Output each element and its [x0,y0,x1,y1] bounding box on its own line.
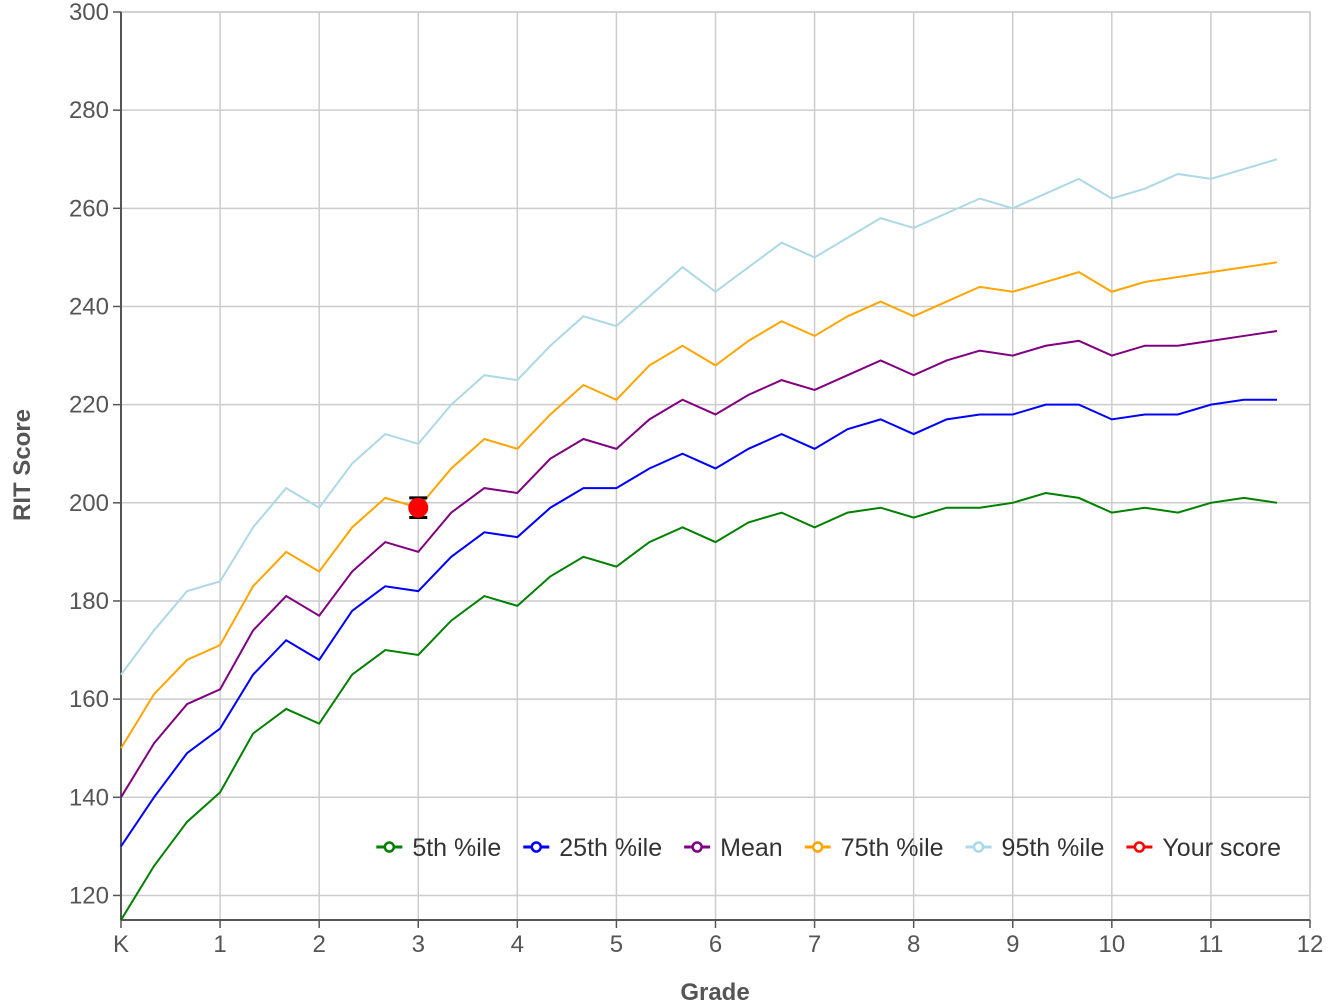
y-tick-label: 200 [69,490,109,517]
legend-item-2[interactable]: Mean [684,834,783,862]
legend-item-5[interactable]: Your score [1126,834,1281,862]
x-tick-label: 6 [709,931,722,958]
y-axis-title: RIT Score [9,409,36,521]
y-tick-label: 180 [69,588,109,615]
x-tick-label: 4 [511,931,524,958]
legend-label: Your score [1162,834,1281,862]
legend-label: 95th %ile [1002,834,1105,862]
legend-swatch-marker [811,841,824,853]
y-tick-label: 140 [69,784,109,811]
grid [120,11,1311,921]
legend-swatch-marker [972,841,985,853]
legend-swatch-marker [691,841,703,853]
x-tick-label: 11 [1198,931,1223,958]
x-tick-label: 7 [808,931,821,958]
legend-label: 75th %ile [841,834,944,862]
x-tick-label: 1 [213,931,226,958]
legend-item-3[interactable]: 75th %ile [804,834,944,862]
y-tick-label: 240 [69,293,109,320]
legend-label: 5th %ile [412,834,501,862]
legend-swatch-marker [530,841,543,853]
series-line-1 [120,398,1278,847]
your-score-point[interactable] [408,497,429,518]
y-tick-label: 280 [69,97,109,124]
x-tick-label: 2 [312,931,325,958]
legend-item-4[interactable]: 95th %ile [965,834,1105,862]
x-tick-label: 5 [610,931,623,958]
series-line-4 [120,158,1278,676]
x-tick-label: 12 [1297,931,1324,958]
x-tick-label: K [113,931,129,958]
x-tick-label: 10 [1098,931,1125,958]
legend-label: Mean [720,834,783,862]
y-tick-label: 260 [69,195,109,222]
x-tick-label: 9 [1006,931,1019,958]
series-line-2 [120,330,1278,798]
series-lines [120,158,1278,921]
legend-label: 25th %ile [559,834,662,862]
legend-swatch-marker [383,841,396,853]
legend: 5th %ile 25th %ile Mean 75th %ile 95th %ile Y… [376,834,1281,862]
axes: K 1 2 3 4 5 6 7 8 9 10 11 12120140160180200220240260… [69,0,1323,958]
legend-swatch-marker [1133,841,1146,853]
series-line-3 [120,261,1278,749]
x-tick-label: 3 [412,931,425,958]
x-tick-label: 8 [907,931,920,958]
legend-item-1[interactable]: 25th %ile [523,834,662,862]
legend-item-0[interactable]: 5th %ile [376,834,501,862]
y-tick-label: 120 [69,882,109,909]
y-tick-label: 300 [69,0,109,26]
score-points [408,496,429,520]
series-line-0 [120,491,1278,921]
y-tick-label: 220 [69,392,109,419]
y-tick-label: 160 [69,686,109,713]
x-axis-title: Grade [680,979,749,1006]
